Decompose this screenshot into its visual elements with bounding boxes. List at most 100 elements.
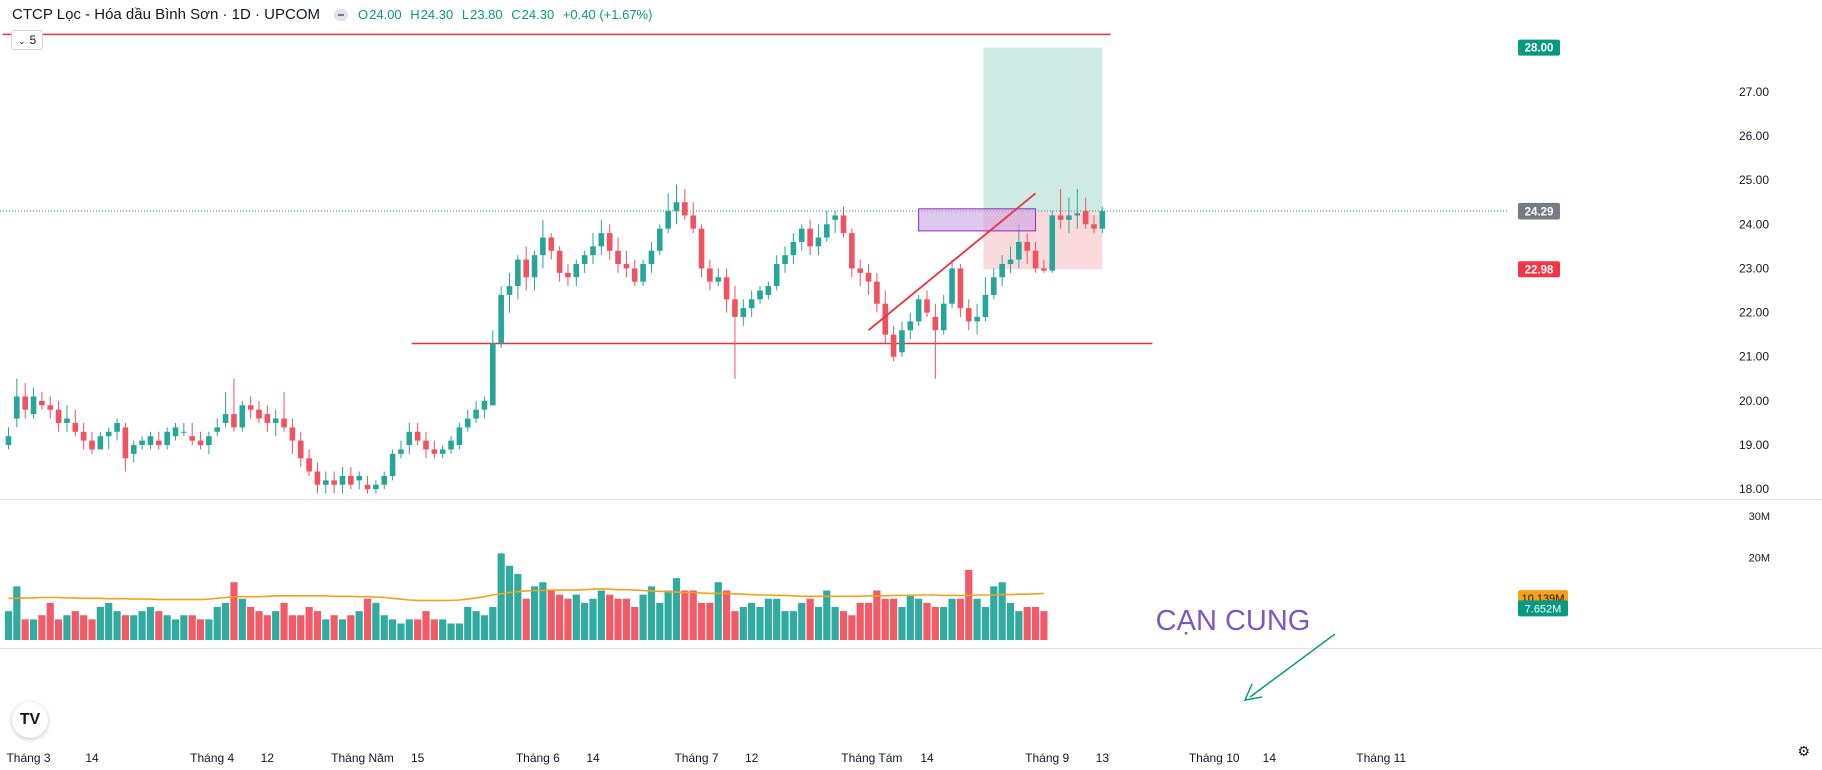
volume-bar: [71, 611, 79, 640]
price-badge: [1518, 261, 1560, 278]
candle-body: [47, 405, 54, 410]
high-value: 24.30: [420, 7, 454, 22]
volume-bar: [681, 590, 689, 640]
candle-body: [181, 431, 187, 433]
candle-body: [623, 264, 630, 269]
candle-body: [890, 334, 897, 357]
candle-body: [172, 427, 179, 437]
volume-bar: [931, 606, 939, 640]
volume-bar: [305, 606, 313, 640]
volume-bar: [1031, 606, 1040, 640]
volume-bar: [29, 619, 38, 640]
candle-body: [105, 431, 112, 437]
volume-bar: [1040, 611, 1048, 640]
volume-bar: [814, 606, 823, 640]
volume-bar: [146, 606, 155, 640]
volume-bar: [297, 615, 305, 640]
consolidation-box: [918, 208, 1037, 232]
chart-grid: [0, 499, 1822, 649]
volume-bar: [631, 606, 639, 640]
indicator-collapse-button[interactable]: ⌄ 5: [11, 30, 44, 50]
volume-bar: [130, 615, 138, 640]
volume-bar: [255, 611, 263, 640]
volume-bar: [873, 590, 881, 640]
candle-body: [398, 449, 404, 454]
candle-body: [206, 436, 212, 446]
candle-body: [439, 449, 446, 454]
volume-bar: [88, 619, 96, 640]
candle-body: [481, 400, 488, 410]
interval-value: 5: [29, 33, 37, 47]
candle-body: [757, 290, 763, 300]
candle-body: [899, 330, 905, 353]
candle-body: [982, 294, 989, 317]
symbol-title[interactable]: CTCP Lọc - Hóa dầu Bình Sơn · 1D · UPCOM: [12, 6, 320, 23]
volume-bar: [764, 598, 772, 640]
volume-bar: [405, 619, 413, 640]
candle-body: [790, 241, 797, 256]
candle-body: [682, 202, 688, 216]
volume-bars: [4, 553, 1048, 640]
volume-bar: [1023, 606, 1031, 640]
candle-body: [1066, 215, 1072, 220]
candle-body: [765, 286, 772, 295]
volume-bar: [80, 615, 88, 640]
candle-body: [715, 277, 722, 282]
volume-bar: [347, 615, 355, 640]
volume-bar: [397, 623, 405, 640]
volume-bar: [856, 602, 864, 640]
volume-bar: [472, 611, 480, 640]
chevron-down-icon: ⌄: [18, 36, 26, 46]
volume-bar: [848, 615, 856, 640]
candle-body: [297, 440, 304, 459]
volume-bar: [439, 619, 447, 640]
annotation-arrow: [1249, 633, 1336, 698]
candle-body: [991, 277, 997, 295]
candle-body: [598, 233, 605, 247]
annotation-text: CẠN CUNG: [1156, 605, 1311, 637]
candle-body: [631, 268, 638, 282]
volume-bar: [288, 615, 296, 640]
volume-bar: [389, 619, 397, 640]
volume-bar: [940, 606, 948, 640]
volume-bar: [664, 590, 672, 640]
volume-badge-label: 7.652M: [1525, 603, 1562, 615]
candle-body: [782, 255, 788, 264]
candle-body: [464, 418, 471, 428]
gear-icon[interactable]: ⚙: [1797, 743, 1810, 759]
volume-bar: [756, 606, 764, 640]
volume-bar: [422, 611, 430, 640]
candle-body: [924, 299, 930, 313]
candle-body: [281, 418, 287, 428]
hide-icon[interactable]: [334, 8, 348, 21]
time-tick-label: Tháng 11: [1356, 751, 1406, 765]
tradingview-logo-icon[interactable]: TV: [12, 702, 48, 738]
candle-body: [231, 414, 237, 428]
volume-bar: [965, 569, 973, 640]
candle-body: [907, 321, 914, 331]
candle-body: [840, 215, 847, 234]
candle-body: [498, 294, 504, 344]
candle-body: [373, 484, 379, 490]
candle-body: [381, 475, 388, 485]
candle-body: [414, 431, 421, 441]
candle-body: [1041, 268, 1047, 271]
volume-bar: [572, 594, 580, 640]
candle-body: [740, 308, 747, 317]
volume-bar: [581, 602, 589, 640]
candle-body: [97, 436, 104, 450]
volume-bar: [798, 602, 806, 640]
volume-bar: [180, 615, 188, 640]
candle-body: [80, 431, 87, 441]
annotations: CẠN CUNG: [1156, 605, 1336, 701]
volume-bar: [839, 611, 848, 640]
candle-body: [865, 272, 872, 282]
volume-moving-average: [8, 587, 1044, 602]
candle-body: [565, 272, 571, 278]
candle-body: [832, 215, 838, 220]
candle-body: [824, 224, 830, 238]
time-tick-label: Tháng 9: [1025, 751, 1069, 765]
candle-body: [690, 215, 696, 229]
volume-bar: [864, 602, 873, 640]
